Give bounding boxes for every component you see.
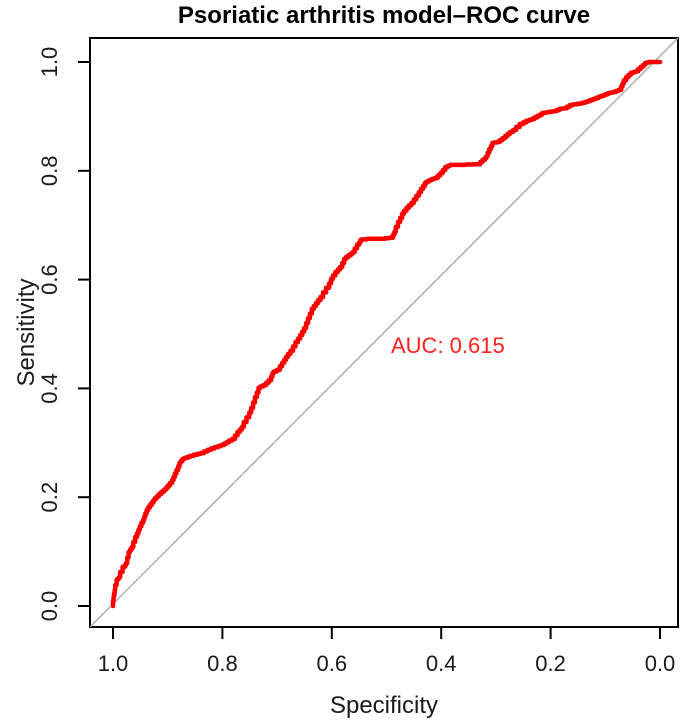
roc-curve-path [110,59,663,609]
x-tick-label: 0.4 [426,651,457,676]
y-tick-label: 0.2 [37,482,62,513]
y-axis-label: Sensitivity [13,278,40,386]
x-tick-label: 0.6 [317,651,348,676]
x-tick-label: 0.0 [645,651,676,676]
y-tick-label: 0.0 [37,591,62,622]
chance-diagonal-line [89,37,679,628]
x-axis-label: Specificity [330,692,438,719]
y-tick-label: 0.6 [37,264,62,295]
x-tick-label: 0.2 [535,651,566,676]
plot-box [89,37,679,628]
chart-title: Psoriatic arthritis model–ROC curve [177,2,591,29]
auc-label: AUC: 0.615 [391,333,505,358]
y-tick-label: 0.4 [37,373,62,404]
y-tick-label: 1.0 [37,47,62,78]
x-tick-label: 0.8 [207,651,238,676]
x-tick-label: 1.0 [98,651,129,676]
y-tick-label: 0.8 [37,156,62,187]
